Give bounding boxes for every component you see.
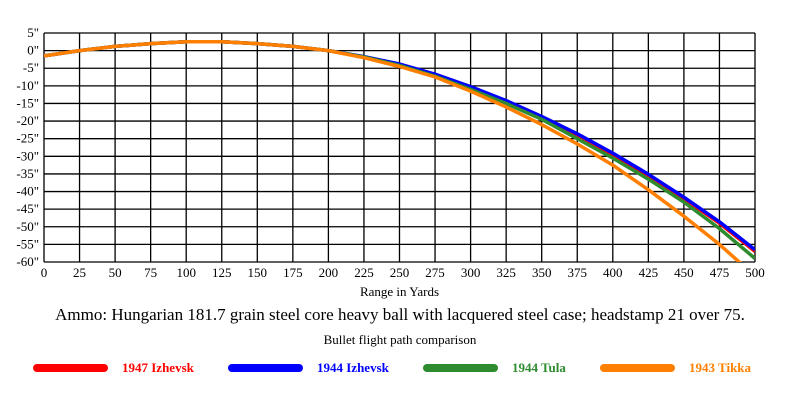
legend-item: 1944 Izhevsk [228, 360, 389, 376]
legend-swatch [33, 364, 108, 372]
legend-item: 1943 Tikka [600, 360, 751, 376]
y-tick-label: -30" [16, 148, 39, 163]
x-tick-label: 400 [603, 265, 623, 280]
x-tick-label: 275 [425, 265, 445, 280]
y-tick-label: -60" [16, 254, 39, 269]
y-tick-label: -5" [23, 60, 39, 75]
legend-swatch [423, 364, 498, 372]
ammo-caption: Ammo: Hungarian 181.7 grain steel core h… [55, 305, 745, 324]
x-tick-label: 225 [354, 265, 374, 280]
y-tick-label: -25" [16, 131, 39, 146]
legend-label: 1944 Izhevsk [317, 360, 389, 375]
x-axis-label: Range in Yards [360, 284, 439, 299]
legend-swatch [600, 364, 675, 372]
y-tick-label: -15" [16, 95, 39, 110]
x-tick-label: 300 [461, 265, 481, 280]
y-tick-label: -55" [16, 236, 39, 251]
x-tick-label: 425 [639, 265, 659, 280]
x-tick-label: 150 [248, 265, 268, 280]
x-tick-label: 200 [319, 265, 339, 280]
y-tick-label: -35" [16, 166, 39, 181]
x-tick-label: 375 [568, 265, 588, 280]
x-tick-label: 75 [144, 265, 157, 280]
chart-title: Bullet flight path comparison [323, 332, 477, 347]
series-line-1943-tikka [44, 40, 742, 262]
legend-item: 1947 Izhevsk [33, 360, 194, 376]
x-tick-label: 450 [674, 265, 694, 280]
y-tick-label: -45" [16, 201, 39, 216]
x-tick-label: 100 [176, 265, 196, 280]
trajectory-chart: 0 25 50 75 100 125 150 175 200 225 250 275 300 325 350… [16, 25, 765, 299]
legend-label: 1943 Tikka [689, 360, 752, 375]
y-tick-label: 5" [27, 25, 39, 40]
x-tick-label: 50 [109, 265, 122, 280]
x-tick-label: 0 [41, 265, 48, 280]
y-tick-label: -20" [16, 113, 39, 128]
y-tick-label: -50" [16, 219, 39, 234]
legend-item: 1944 Tula [423, 360, 566, 376]
x-tick-label: 475 [710, 265, 730, 280]
y-tick-label: -10" [16, 78, 39, 93]
x-tick-label: 125 [212, 265, 232, 280]
x-tick-label: 325 [496, 265, 516, 280]
x-tick-label: 250 [390, 265, 410, 280]
x-tick-label: 500 [745, 265, 765, 280]
y-tick-label: 0" [27, 43, 39, 58]
x-tick-label: 175 [283, 265, 303, 280]
legend-label: 1947 Izhevsk [122, 360, 194, 375]
legend-swatch [228, 364, 303, 372]
y-tick-label: -40" [16, 184, 39, 199]
legend-label: 1944 Tula [512, 360, 566, 375]
x-tick-label: 350 [532, 265, 552, 280]
x-tick-label: 25 [73, 265, 86, 280]
